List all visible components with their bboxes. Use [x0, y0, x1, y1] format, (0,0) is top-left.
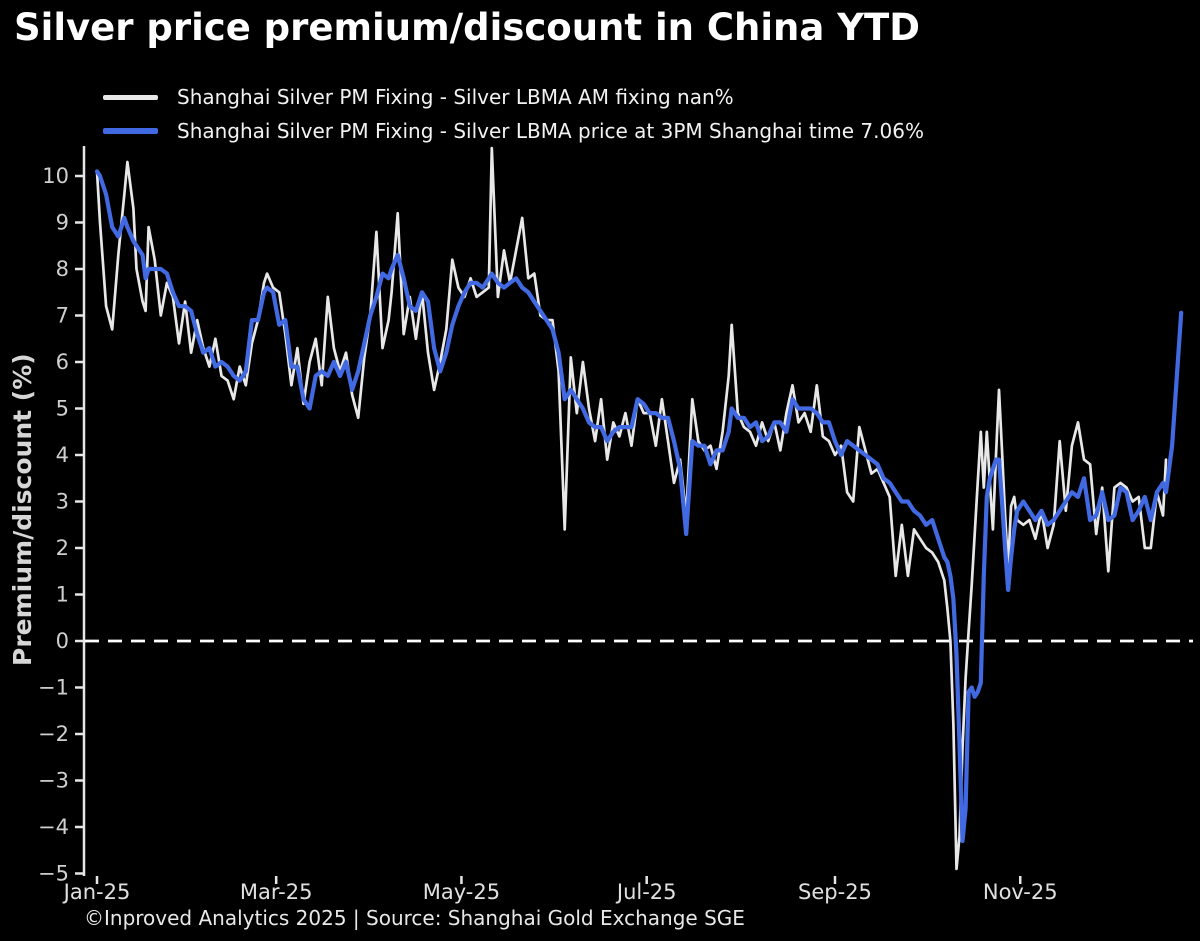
x-tick-label: Mar-25: [240, 880, 313, 904]
legend: Shanghai Silver PM Fixing - Silver LBMA …: [103, 80, 924, 148]
y-tick-label: 6: [56, 350, 69, 374]
y-tick-label: −1: [38, 676, 69, 700]
source-attribution: ©Inproved Analytics 2025 | Source: Shang…: [84, 906, 745, 930]
series-line-lbma-am-fixing: [95, 146, 1168, 871]
page-title: Silver price premium/discount in China Y…: [14, 6, 920, 49]
y-tick-label: −3: [38, 769, 69, 793]
legend-swatch-blue-line-icon: [103, 128, 158, 134]
y-tick-label: 9: [56, 211, 69, 235]
x-tick-label: Sep-25: [798, 880, 872, 904]
y-tick-label: 5: [56, 397, 69, 421]
x-tick-label: Jan-25: [62, 880, 131, 904]
legend-swatch-white-line-icon: [103, 94, 158, 100]
y-tick-label: 1: [56, 583, 69, 607]
series-line-lbma-3pm-price: [94, 169, 1184, 844]
legend-label: Shanghai Silver PM Fixing - Silver LBMA …: [177, 119, 924, 143]
y-tick-label: 0: [56, 629, 69, 653]
y-tick-label: 10: [42, 164, 69, 188]
x-tick-label: May-25: [423, 880, 500, 904]
legend-item-am-fixing: Shanghai Silver PM Fixing - Silver LBMA …: [103, 80, 924, 114]
y-tick-label: 7: [56, 304, 69, 328]
y-tick-label: 8: [56, 257, 69, 281]
y-tick-label: 2: [56, 536, 69, 560]
legend-label: Shanghai Silver PM Fixing - Silver LBMA …: [177, 85, 734, 109]
legend-item-3pm-price: Shanghai Silver PM Fixing - Silver LBMA …: [103, 114, 924, 148]
x-tick-label: Nov-25: [983, 880, 1058, 904]
y-tick-label: −5: [38, 862, 69, 886]
y-tick-label: −4: [38, 815, 69, 839]
y-tick-label: 4: [56, 443, 69, 467]
y-tick-label: −2: [38, 722, 69, 746]
y-tick-label: 3: [56, 490, 69, 514]
x-tick-label: Jul-25: [615, 880, 677, 904]
